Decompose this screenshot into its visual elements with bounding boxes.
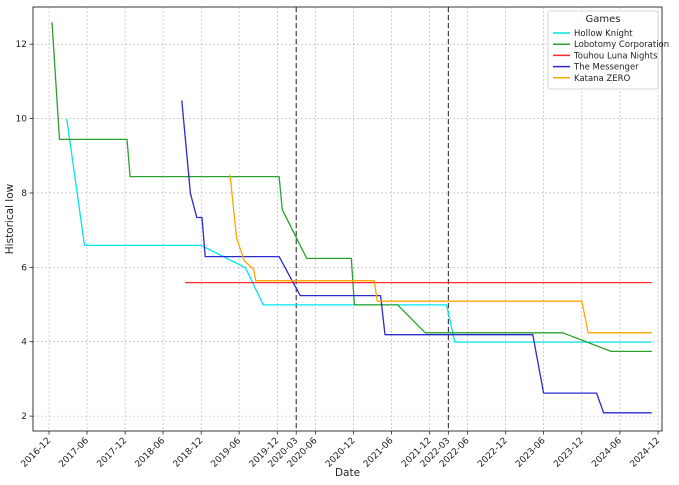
y-tick-label: 4: [21, 338, 27, 348]
y-tick-label: 2: [21, 412, 27, 422]
x-tick-label: 2019-06: [210, 436, 244, 470]
legend-label: Touhou Luna Nights: [573, 51, 658, 61]
series-line: [66, 118, 652, 343]
x-tick-label: 2020-12: [324, 436, 358, 470]
x-tick-label: 2018-12: [172, 436, 206, 470]
y-tick-label: 8: [21, 189, 27, 199]
series-line: [181, 100, 652, 414]
x-tick-label: 2018-06: [134, 436, 168, 470]
x-tick-label: 2024-06: [590, 436, 624, 470]
legend-label: Katana ZERO: [574, 74, 631, 84]
series-line: [51, 22, 652, 353]
x-tick-label: 2022-12: [476, 436, 510, 470]
x-axis-label: Date: [335, 467, 360, 479]
y-axis-ticks: 2 4 6 8 10 12: [16, 40, 33, 422]
y-tick-label: 6: [21, 263, 27, 273]
x-tick-label: 2023-12: [552, 436, 586, 470]
y-axis-label: Historical low: [4, 183, 16, 254]
x-tick-label: 2017-06: [57, 436, 91, 470]
x-tick-label: 2024-12: [628, 436, 662, 470]
legend-label: Lobotomy Corporation: [574, 40, 669, 50]
y-tick-label: 12: [16, 40, 27, 50]
plot-frame: [32, 6, 663, 432]
series-line: [229, 174, 652, 334]
x-tick-label: 2023-06: [514, 436, 548, 470]
x-tick-label: 2017-12: [96, 436, 130, 470]
x-tick-label: 2021-06: [362, 436, 396, 470]
x-tick-label: 2016-12: [20, 436, 54, 470]
x-axis-ticks: 2016-12 2017-06 2017-12 2018-06 2018-12 2019-…: [20, 431, 662, 470]
legend-box: [547, 10, 659, 90]
legend-title: Games: [586, 14, 621, 25]
legend-label: The Messenger: [573, 63, 639, 73]
series-lines: [51, 22, 652, 414]
y-tick-label: 10: [16, 115, 28, 125]
legend-label: Hollow Knight: [574, 29, 633, 39]
reference-lines: [295, 7, 449, 431]
